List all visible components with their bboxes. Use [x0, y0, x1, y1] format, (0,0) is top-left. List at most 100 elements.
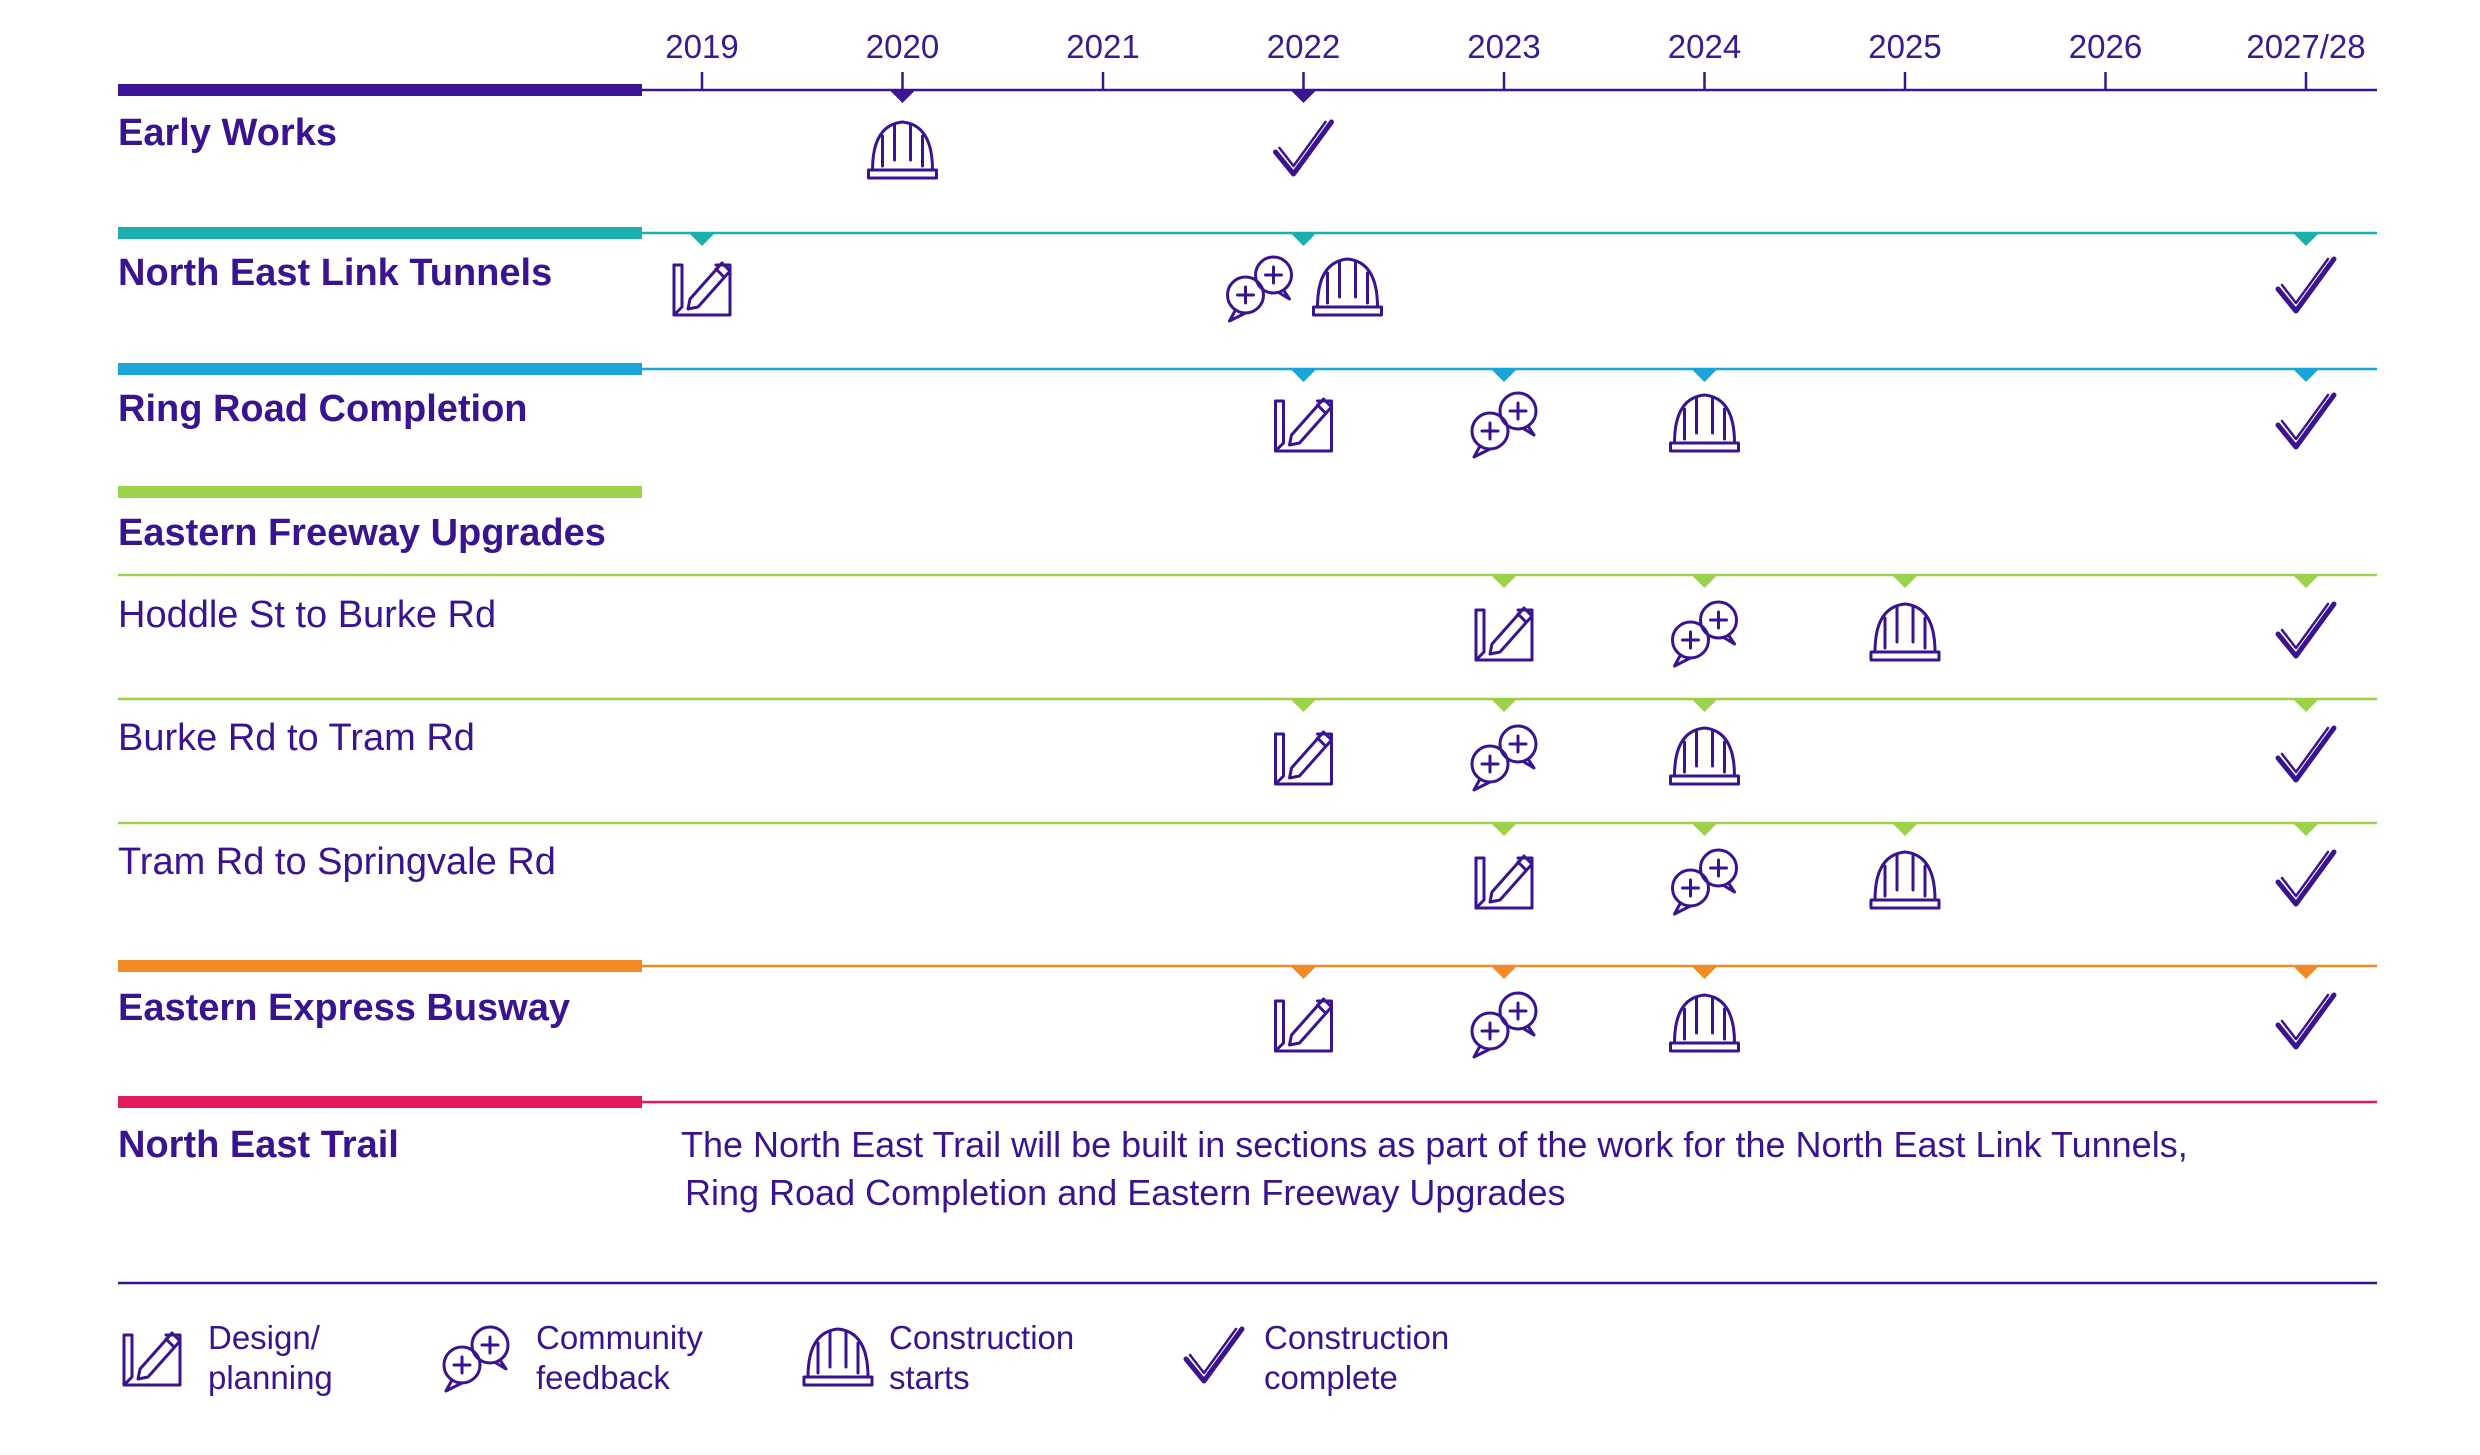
milestone-marker	[2294, 576, 2318, 588]
milestone-marker	[2294, 967, 2318, 979]
construction-start-icon	[1669, 993, 1740, 1053]
north-east-trail-label: North East Trail	[118, 1124, 399, 1166]
row-tram-rd-to-springvale-rd: Tram Rd to Springvale Rd	[118, 821, 2377, 883]
milestone-marker	[1692, 576, 1717, 588]
north-east-link-tunnels-label: North East Link Tunnels	[118, 252, 552, 294]
legend-label: Construction	[1264, 1319, 1449, 1356]
row-early-works: Early Works	[118, 112, 337, 154]
construction-start-icon	[1669, 393, 1740, 453]
construction-start-icon	[1312, 257, 1383, 317]
construction-start-icon	[1869, 850, 1941, 910]
construction-start-icon	[1869, 602, 1941, 662]
ring-road-completion-label: Ring Road Completion	[118, 388, 528, 430]
burke-rd-to-tram-rd-label: Burke Rd to Tram Rd	[118, 717, 475, 759]
year-label: 2023	[1467, 28, 1540, 65]
eastern-freeway-upgrades-bar	[118, 486, 642, 498]
ring-road-completion-bar	[118, 363, 642, 375]
construction-start-icon	[867, 120, 938, 180]
row-ring-road-completion: Ring Road Completion	[118, 363, 2377, 430]
community-icon	[442, 1325, 510, 1393]
design-icon	[1474, 854, 1534, 910]
tram-rd-to-springvale-rd-label: Tram Rd to Springvale Rd	[118, 841, 556, 883]
community-icon	[1671, 600, 1738, 668]
community-icon	[1226, 255, 1293, 323]
milestone-marker	[1692, 700, 1717, 712]
milestone-marker	[1893, 824, 1917, 836]
community-icon	[1470, 724, 1538, 792]
year-label: 2022	[1267, 28, 1340, 65]
milestone-marker	[2294, 234, 2318, 246]
north-east-link-tunnels-bar	[118, 227, 642, 239]
milestone-marker	[1291, 91, 1316, 103]
milestone-marker	[1492, 967, 1516, 979]
legend-label: feedback	[536, 1359, 670, 1396]
design-icon	[672, 261, 732, 317]
milestone-marker	[1291, 700, 1316, 712]
legend-item-design: Design/planning	[122, 1319, 333, 1396]
construction-start-icon	[802, 1327, 874, 1387]
design-icon	[1274, 730, 1333, 786]
year-label: 2019	[665, 28, 738, 65]
hoddle-st-to-burke-rd-label: Hoddle St to Burke Rd	[118, 594, 496, 636]
milestone-marker	[1492, 576, 1516, 588]
north-east-trail-note: Ring Road Completion and Eastern Freeway…	[685, 1172, 1565, 1213]
construction-complete-icon	[2275, 392, 2337, 450]
early-works-bar	[118, 84, 642, 96]
design-icon	[122, 1331, 182, 1387]
row-north-east-link-tunnels: North East Link Tunnels	[118, 227, 2377, 294]
year-label: 2025	[1868, 28, 1941, 65]
row-eastern-freeway-upgrades: Eastern Freeway Upgrades	[118, 486, 642, 554]
construction-complete-icon	[2275, 725, 2337, 783]
construction-complete-icon	[2275, 992, 2337, 1050]
legend-label: Construction	[889, 1319, 1074, 1356]
construction-complete-icon	[1273, 119, 1334, 177]
milestone-marker	[1492, 700, 1516, 712]
row-burke-rd-to-tram-rd: Burke Rd to Tram Rd	[118, 697, 2377, 759]
community-icon	[1470, 391, 1538, 459]
year-label: 2021	[1066, 28, 1139, 65]
legend-label: complete	[1264, 1359, 1398, 1396]
row-north-east-trail: North East Trail The North East Trail wil…	[118, 1096, 2377, 1213]
design-icon	[1274, 997, 1333, 1053]
community-icon	[1470, 991, 1538, 1059]
construction-complete-icon	[2275, 256, 2337, 314]
milestone-marker	[1492, 370, 1516, 382]
milestone-marker	[890, 91, 915, 103]
community-icon	[1671, 848, 1738, 916]
year-label: 2027/28	[2246, 28, 2365, 65]
milestone-marker	[2294, 824, 2318, 836]
eastern-express-busway-bar	[118, 960, 642, 972]
construction-start-icon	[1669, 726, 1740, 786]
row-hoddle-st-to-burke-rd: Hoddle St to Burke Rd	[118, 573, 2377, 636]
milestone-marker	[1893, 576, 1917, 588]
row-eastern-express-busway: Eastern Express Busway	[118, 960, 2377, 1029]
milestone-marker	[1291, 370, 1316, 382]
milestone-marker	[2294, 700, 2318, 712]
milestone-marker	[1692, 370, 1717, 382]
north-east-trail-bar	[118, 1096, 642, 1108]
milestone-marker	[1692, 824, 1717, 836]
construction-complete-icon	[1183, 1326, 1245, 1384]
legend-label: planning	[208, 1359, 333, 1396]
construction-complete-icon	[2275, 601, 2337, 659]
year-label: 2020	[866, 28, 939, 65]
milestone-marker	[1291, 234, 1316, 246]
legend-label: Community	[536, 1319, 703, 1356]
design-icon	[1474, 606, 1534, 662]
year-label: 2026	[2069, 28, 2142, 65]
legend-label: Design/	[208, 1319, 321, 1356]
eastern-express-busway-label: Eastern Express Busway	[118, 987, 570, 1029]
construction-complete-icon	[2275, 849, 2337, 907]
milestone-marker	[1492, 824, 1516, 836]
legend-label: starts	[889, 1359, 970, 1396]
milestone-marker	[1291, 967, 1316, 979]
eastern-freeway-upgrades-label: Eastern Freeway Upgrades	[118, 512, 606, 554]
early-works-label: Early Works	[118, 112, 337, 154]
milestone-marker	[690, 234, 714, 246]
year-label: 2024	[1668, 28, 1741, 65]
milestone-marker	[1692, 967, 1717, 979]
